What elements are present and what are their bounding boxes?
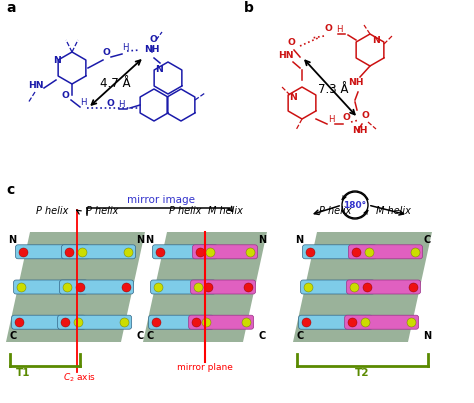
FancyBboxPatch shape <box>60 280 134 294</box>
FancyBboxPatch shape <box>302 245 376 259</box>
Circle shape <box>342 192 368 218</box>
FancyBboxPatch shape <box>301 280 374 294</box>
Text: HN: HN <box>278 51 293 60</box>
Text: C: C <box>296 331 303 341</box>
Text: N: N <box>145 235 154 245</box>
Text: C: C <box>9 331 17 341</box>
Text: M helix: M helix <box>208 206 242 216</box>
Text: H: H <box>118 100 125 109</box>
Text: P helix: P helix <box>86 206 118 216</box>
Text: O: O <box>62 91 70 100</box>
Text: 7.3 Å: 7.3 Å <box>318 83 348 96</box>
FancyBboxPatch shape <box>58 315 132 329</box>
Text: C: C <box>424 235 431 245</box>
Text: H: H <box>336 25 343 34</box>
Text: P helix: P helix <box>319 206 352 216</box>
Text: N: N <box>8 235 17 245</box>
Text: C: C <box>146 331 154 341</box>
Text: P helix: P helix <box>169 206 201 216</box>
Text: O: O <box>103 48 111 57</box>
FancyBboxPatch shape <box>151 280 216 294</box>
Text: O: O <box>362 111 370 120</box>
FancyBboxPatch shape <box>189 315 254 329</box>
Text: NH: NH <box>352 126 367 135</box>
Text: O: O <box>325 24 333 33</box>
Text: O: O <box>288 38 296 47</box>
FancyBboxPatch shape <box>62 245 136 259</box>
Text: 4.7 Å: 4.7 Å <box>100 77 131 90</box>
FancyBboxPatch shape <box>346 280 420 294</box>
Text: $C_2$ axis: $C_2$ axis <box>63 371 96 384</box>
FancyBboxPatch shape <box>191 280 255 294</box>
FancyBboxPatch shape <box>345 315 419 329</box>
Text: T1: T1 <box>16 368 30 378</box>
Text: P helix: P helix <box>36 206 69 216</box>
Text: c: c <box>6 183 14 197</box>
Text: N: N <box>137 235 145 245</box>
FancyBboxPatch shape <box>14 280 88 294</box>
FancyBboxPatch shape <box>12 315 86 329</box>
Text: mirror plane: mirror plane <box>177 363 233 372</box>
Text: 180°: 180° <box>344 201 366 210</box>
Text: C: C <box>259 331 266 341</box>
Text: H: H <box>328 115 335 124</box>
FancyBboxPatch shape <box>16 245 90 259</box>
Polygon shape <box>143 232 267 342</box>
FancyBboxPatch shape <box>149 315 214 329</box>
Polygon shape <box>6 232 145 342</box>
FancyBboxPatch shape <box>192 245 257 259</box>
Polygon shape <box>293 232 432 342</box>
Text: N: N <box>53 56 61 65</box>
Text: NH: NH <box>144 45 159 54</box>
FancyBboxPatch shape <box>299 315 373 329</box>
Text: HN: HN <box>28 81 44 90</box>
Text: M helix: M helix <box>376 206 411 216</box>
Text: N: N <box>372 36 380 45</box>
Text: mirror image: mirror image <box>127 195 195 205</box>
Text: H: H <box>122 43 128 52</box>
Text: T2: T2 <box>355 368 370 378</box>
FancyBboxPatch shape <box>348 245 422 259</box>
Text: O: O <box>107 99 115 108</box>
Text: N: N <box>155 65 163 74</box>
Text: a: a <box>6 1 16 15</box>
Text: N: N <box>289 93 297 102</box>
Text: C: C <box>137 331 144 341</box>
Text: H: H <box>80 98 86 107</box>
Text: N: N <box>259 235 267 245</box>
FancyBboxPatch shape <box>153 245 218 259</box>
Text: N: N <box>295 235 303 245</box>
Text: N: N <box>424 331 432 341</box>
Text: b: b <box>244 1 254 15</box>
Text: NH: NH <box>348 78 364 87</box>
Text: O: O <box>343 113 351 122</box>
Text: O: O <box>150 35 158 44</box>
